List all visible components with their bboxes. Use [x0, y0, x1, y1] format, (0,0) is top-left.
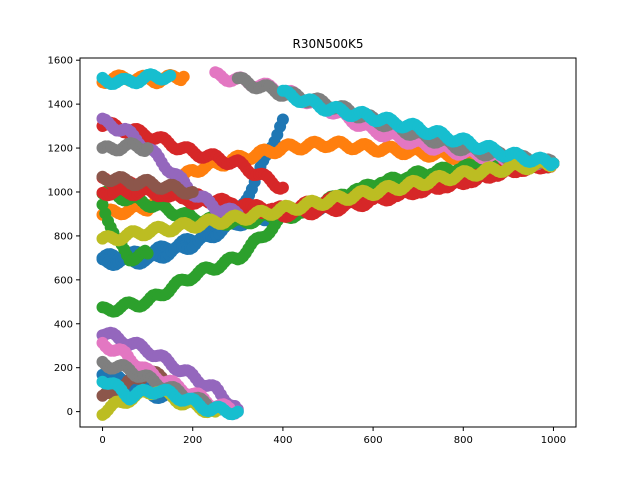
chart-title: R30N500K5: [293, 37, 364, 51]
data-point: [141, 247, 154, 260]
y-tick-label: 400: [54, 319, 73, 330]
series-9: [96, 116, 289, 195]
series-20: [96, 155, 560, 247]
x-axis: 0 200 400 600 800 1000: [99, 427, 566, 446]
y-tick-label: 1000: [48, 187, 73, 198]
series-22: [96, 68, 177, 90]
data-point: [231, 405, 244, 418]
y-tick-label: 600: [54, 275, 73, 286]
x-tick-label: 1000: [541, 435, 566, 446]
y-axis: 0 200 400 600 800 1000 1200 1400 1600: [48, 56, 80, 418]
y-tick-label: 1200: [48, 144, 73, 155]
x-tick-label: 600: [364, 435, 383, 446]
data-point: [186, 186, 199, 198]
data-points: [96, 66, 560, 421]
data-point: [276, 181, 289, 194]
series-23: [276, 84, 560, 172]
series-24: [96, 375, 244, 421]
y-tick-label: 1400: [48, 100, 73, 111]
series-17: [96, 137, 154, 157]
y-tick-label: 200: [54, 363, 73, 374]
x-tick-label: 200: [183, 435, 202, 446]
data-point: [177, 70, 190, 83]
plot-frame: [79, 57, 577, 428]
y-tick-label: 800: [54, 231, 73, 242]
series-11: [96, 112, 244, 220]
x-tick-label: 800: [454, 435, 473, 446]
x-tick-label: 0: [99, 435, 105, 446]
data-point: [276, 113, 289, 126]
y-tick-label: 0: [67, 407, 73, 418]
data-point: [164, 69, 177, 82]
data-point: [547, 157, 560, 170]
data-point: [141, 142, 154, 155]
x-tick-label: 400: [273, 435, 292, 446]
y-tick-label: 1600: [48, 56, 73, 67]
series-13: [96, 170, 199, 200]
